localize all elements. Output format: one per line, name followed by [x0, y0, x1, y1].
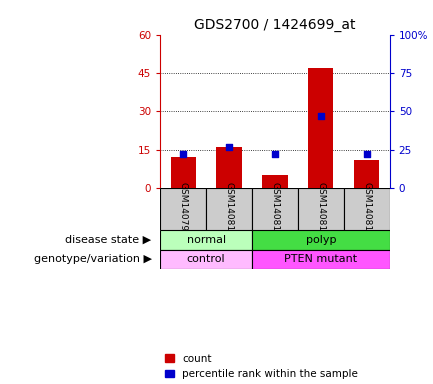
Bar — [308, 68, 333, 188]
Point — [363, 151, 370, 157]
Point — [271, 151, 278, 157]
Bar — [252, 230, 390, 250]
Legend: count, percentile rank within the sample: count, percentile rank within the sample — [165, 354, 358, 379]
Bar — [206, 188, 252, 230]
Text: normal: normal — [187, 235, 226, 245]
Bar — [344, 188, 390, 230]
Bar — [160, 230, 252, 250]
Bar — [160, 188, 206, 230]
Text: polyp: polyp — [306, 235, 336, 245]
Bar — [262, 175, 288, 188]
Bar — [252, 188, 298, 230]
Bar — [216, 147, 242, 188]
Bar — [171, 157, 196, 188]
Text: GSM140816: GSM140816 — [225, 182, 233, 237]
Text: disease state ▶: disease state ▶ — [65, 235, 152, 245]
Bar — [160, 250, 252, 269]
Text: control: control — [187, 254, 226, 264]
Text: GSM140792: GSM140792 — [179, 182, 187, 237]
Text: genotype/variation ▶: genotype/variation ▶ — [33, 254, 152, 264]
Bar — [252, 250, 390, 269]
Text: GSM140818: GSM140818 — [362, 182, 371, 237]
Text: GSM140813: GSM140813 — [271, 182, 279, 237]
Point — [317, 113, 324, 119]
Title: GDS2700 / 1424699_at: GDS2700 / 1424699_at — [194, 18, 355, 32]
Text: PTEN mutant: PTEN mutant — [284, 254, 357, 264]
Point — [180, 151, 187, 157]
Point — [226, 144, 233, 150]
Bar — [354, 160, 379, 188]
Bar — [298, 188, 344, 230]
Text: GSM140817: GSM140817 — [317, 182, 325, 237]
